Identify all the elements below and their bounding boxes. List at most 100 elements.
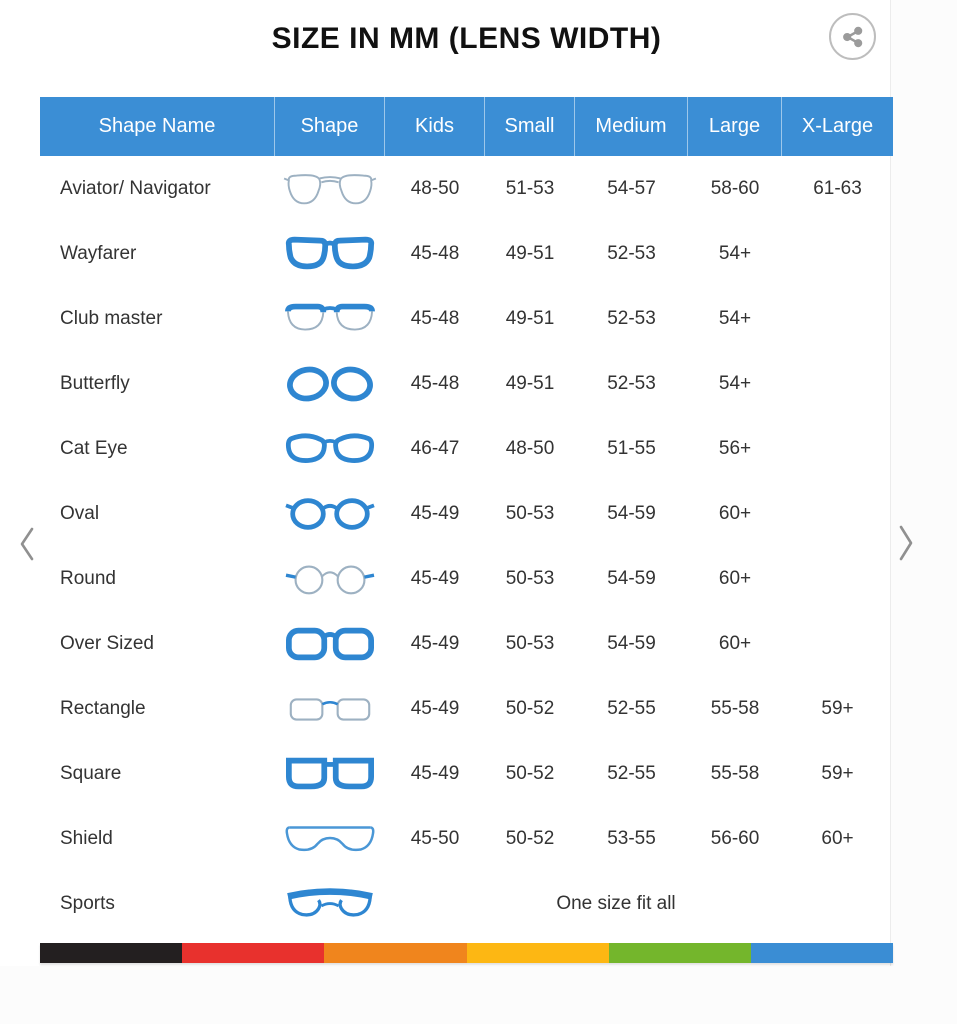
size-large: 55-58 (710, 697, 760, 719)
shape-name-label: Over Sized (60, 632, 154, 654)
size-medium: 54-59 (607, 632, 656, 654)
stripe-segment (608, 943, 751, 963)
square-glasses-icon (275, 752, 385, 796)
size-small: 49-51 (505, 307, 555, 329)
butterfly-glasses-icon (275, 362, 385, 406)
table-row: Shield 45-50 50-52 53-55 56-60 60+ (40, 806, 893, 871)
table-row: Cat Eye 46-47 48-50 51-55 56+ (40, 416, 893, 481)
shape-name-label: Butterfly (60, 372, 130, 394)
shape-name-label: Square (60, 762, 122, 784)
size-x-large: 59+ (821, 762, 854, 784)
size-medium: 54-57 (607, 177, 656, 199)
header-large: Large (688, 97, 782, 156)
size-medium: 53-55 (607, 827, 656, 849)
chevron-right-icon (897, 521, 915, 565)
size-medium: 51-55 (607, 437, 656, 459)
footer-color-stripe (40, 943, 894, 963)
clubmaster-glasses-icon (275, 297, 385, 341)
size-medium: 54-59 (607, 502, 656, 524)
share-icon (840, 24, 866, 50)
size-small: 50-53 (505, 632, 555, 654)
table-row: Rectangle 45-49 50-52 52-55 55-58 59+ (40, 676, 893, 741)
table-row: Square 45-49 50-52 52-55 55-58 59+ (40, 741, 893, 806)
next-arrow-button[interactable] (897, 521, 915, 565)
table-header-row: Shape Name Shape Kids Small Medium Large… (40, 97, 893, 156)
shape-name-label: Aviator/ Navigator (60, 177, 211, 199)
table-row: Round 45-49 50-53 54-59 60+ (40, 546, 893, 611)
size-large: 60+ (718, 502, 752, 524)
header-shape: Shape (275, 97, 385, 156)
one-size-label: One size fit all (556, 892, 676, 914)
size-small: 50-52 (505, 762, 555, 784)
shape-name-label: Club master (60, 307, 163, 329)
size-small: 50-52 (505, 697, 555, 719)
size-medium: 54-59 (607, 567, 656, 589)
shape-name-label: Oval (60, 502, 100, 524)
size-kids: 46-47 (410, 437, 460, 459)
size-large: 54+ (718, 307, 752, 329)
size-kids: 45-48 (410, 242, 460, 264)
share-button[interactable] (829, 13, 876, 60)
shape-name-label: Sports (60, 892, 115, 914)
size-small: 50-52 (505, 827, 555, 849)
size-medium: 52-53 (607, 307, 656, 329)
table-row: Aviator/ Navigator 48-50 51-53 54-57 58-… (40, 156, 893, 221)
shape-name-label: Shield (60, 827, 113, 849)
round-glasses-icon (275, 557, 385, 601)
size-large: 60+ (718, 632, 752, 654)
header-kids: Kids (385, 97, 485, 156)
size-kids: 45-49 (410, 632, 460, 654)
page-bottom-edge (0, 966, 957, 1024)
table-row: Wayfarer 45-48 49-51 52-53 54+ (40, 221, 893, 286)
page-title: SIZE IN MM (LENS WIDTH) (271, 22, 662, 55)
oval-glasses-icon (275, 492, 385, 536)
size-small: 50-53 (505, 567, 555, 589)
shield-glasses-icon (275, 817, 385, 861)
shape-name-label: Round (60, 567, 116, 589)
header-small: Small (485, 97, 575, 156)
size-kids: 45-49 (410, 697, 460, 719)
table-row: Oval 45-49 50-53 54-59 60+ (40, 481, 893, 546)
stripe-segment (750, 943, 894, 963)
size-large: 60+ (718, 567, 752, 589)
table-row: Butterfly 45-48 49-51 52-53 54+ (40, 351, 893, 416)
page-right-edge (890, 0, 957, 966)
size-x-large: 61-63 (813, 177, 862, 199)
size-medium: 52-53 (607, 372, 656, 394)
table-row: Over Sized 45-49 50-53 54-59 60+ (40, 611, 893, 676)
size-medium: 52-53 (607, 242, 656, 264)
size-large: 55-58 (710, 762, 760, 784)
size-medium: 52-55 (607, 697, 656, 719)
size-kids: 45-49 (410, 762, 460, 784)
header-medium: Medium (575, 97, 688, 156)
size-large: 56-60 (710, 827, 760, 849)
wayfarer-glasses-icon (275, 232, 385, 276)
table-row: Club master 45-48 49-51 52-53 54+ (40, 286, 893, 351)
size-large: 54+ (718, 242, 752, 264)
shape-name-label: Cat Eye (60, 437, 128, 459)
stripe-segment (324, 943, 467, 963)
previous-arrow-button[interactable] (18, 524, 36, 564)
size-x-large: 59+ (821, 697, 854, 719)
size-kids: 48-50 (410, 177, 460, 199)
cateye-glasses-icon (275, 427, 385, 471)
size-small: 49-51 (505, 242, 555, 264)
stripe-segment (40, 943, 183, 963)
aviator-glasses-icon (275, 167, 385, 211)
size-large: 56+ (718, 437, 752, 459)
size-medium: 52-55 (607, 762, 656, 784)
size-kids: 45-49 (410, 502, 460, 524)
shape-name-label: Wayfarer (60, 242, 137, 264)
size-small: 48-50 (505, 437, 555, 459)
chevron-left-icon (18, 524, 36, 564)
size-x-large: 60+ (821, 827, 854, 849)
table-row: Sports One size fit all (40, 871, 893, 936)
size-small: 50-53 (505, 502, 555, 524)
sports-glasses-icon (275, 882, 385, 926)
oversized-glasses-icon (275, 622, 385, 666)
header-shape-name: Shape Name (40, 97, 275, 156)
size-large: 54+ (718, 372, 752, 394)
stripe-segment (466, 943, 609, 963)
header-x-large: X-Large (801, 115, 874, 137)
size-chart-table: Shape Name Shape Kids Small Medium Large… (40, 97, 893, 936)
